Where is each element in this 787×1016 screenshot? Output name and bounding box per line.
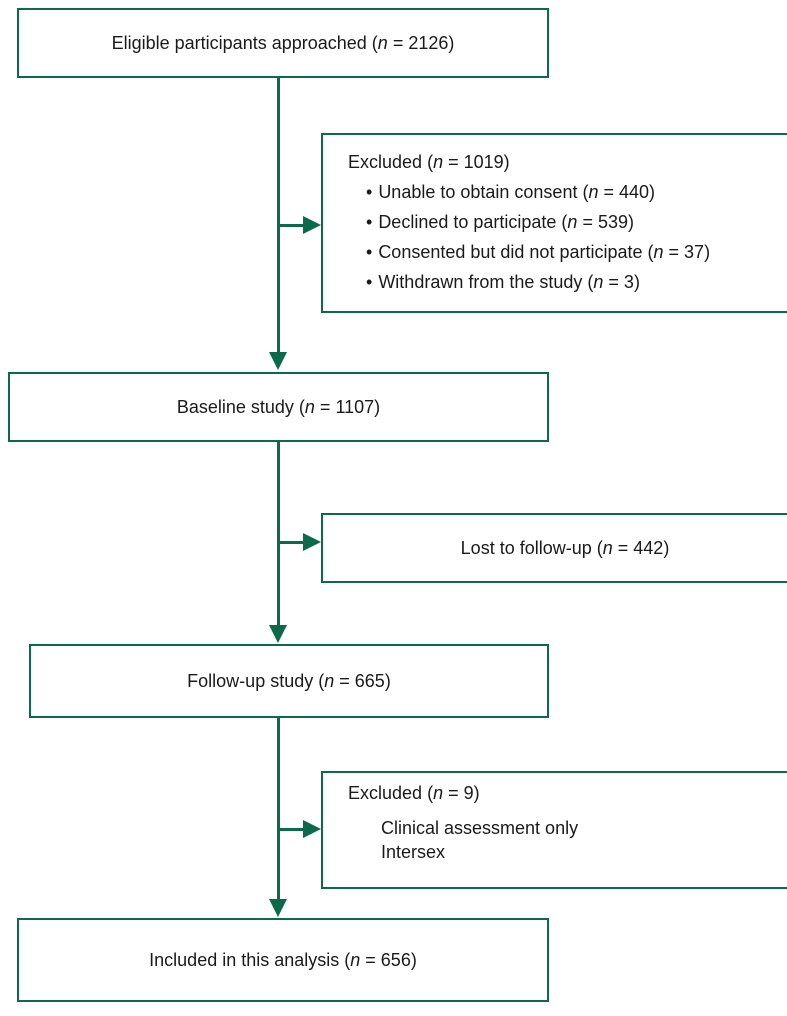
box-included: Included in this analysis (n = 656) xyxy=(17,918,549,1002)
box-excluded-2: Excluded (n = 9) Clinical assessment onl… xyxy=(321,771,787,889)
excluded-1-item-2: Declined to participate (n = 539) xyxy=(366,212,634,233)
box-followup-text: Follow-up study (n = 665) xyxy=(187,670,391,691)
box-included-text: Included in this analysis (n = 656) xyxy=(149,949,417,970)
connector-main-2 xyxy=(277,442,280,627)
excluded-1-title: Excluded (n = 1019) xyxy=(348,152,510,172)
box-approached-text: Eligible participants approached (n = 21… xyxy=(111,32,455,53)
arrow-to-followup xyxy=(269,625,287,643)
box-baseline: Baseline study (n = 1107) xyxy=(8,372,549,442)
arrow-to-lost xyxy=(303,533,321,551)
excluded-1-item-1: Unable to obtain consent (n = 440) xyxy=(366,182,655,203)
box-lost: Lost to follow-up (n = 442) xyxy=(321,513,787,583)
excluded-1-item-3: Consented but did not participate (n = 3… xyxy=(366,242,710,263)
box-followup: Follow-up study (n = 665) xyxy=(29,644,549,718)
connector-branch-1 xyxy=(278,224,304,227)
arrow-to-included xyxy=(269,899,287,917)
excluded-2-item-1: Clinical assessment only xyxy=(381,818,579,838)
connector-main-1 xyxy=(277,78,280,354)
excluded-1-item-4: Withdrawn from the study (n = 3) xyxy=(366,272,640,293)
box-lost-text: Lost to follow-up (n = 442) xyxy=(460,537,670,558)
arrow-to-excluded-1 xyxy=(303,216,321,234)
arrow-to-excluded-2 xyxy=(303,820,321,838)
box-baseline-text: Baseline study (n = 1107) xyxy=(176,396,381,417)
box-excluded-1: Excluded (n = 1019) Unable to obtain con… xyxy=(321,133,787,313)
connector-main-3 xyxy=(277,718,280,901)
connector-branch-2 xyxy=(278,541,304,544)
excluded-2-item-2: Intersex xyxy=(381,842,446,862)
excluded-2-title: Excluded (n = 9) xyxy=(348,783,480,803)
box-approached: Eligible participants approached (n = 21… xyxy=(17,8,549,78)
arrow-to-baseline xyxy=(269,352,287,370)
connector-branch-3 xyxy=(278,828,304,831)
